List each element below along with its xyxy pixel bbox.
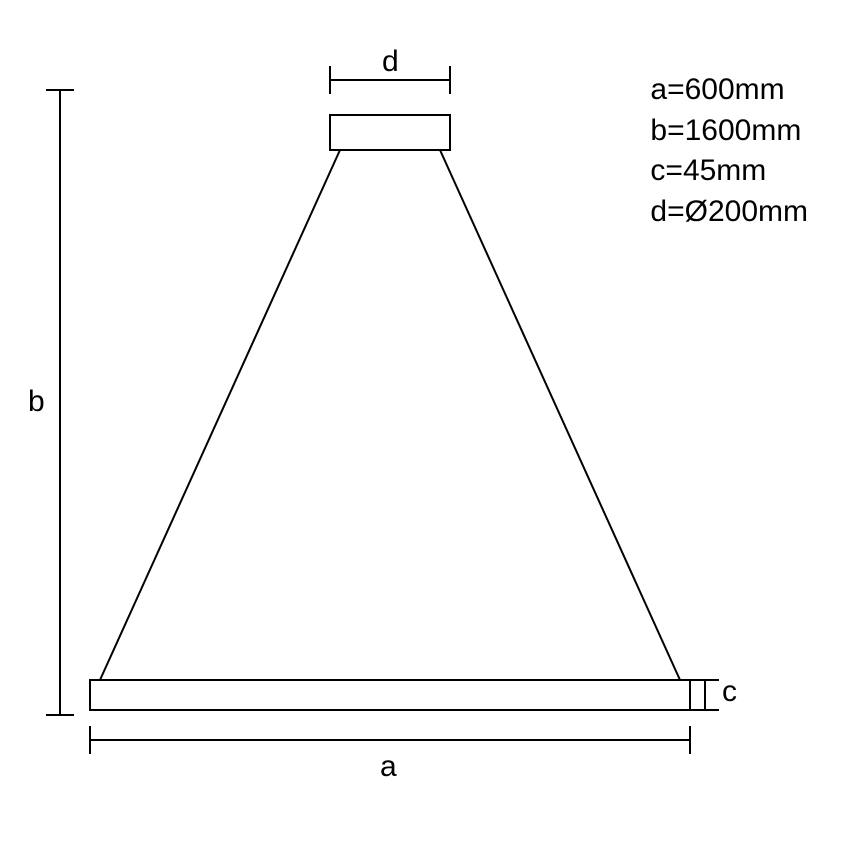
legend-value: 600mm <box>685 73 785 106</box>
legend-row: c=45mm <box>650 151 808 192</box>
legend-value: 1600mm <box>685 114 802 147</box>
label-c: c <box>722 675 737 709</box>
label-a: a <box>380 750 397 784</box>
label-b: b <box>28 385 45 419</box>
diagram-container: b a d c a=600mm b=1600mm c=45mm d=Ø200mm <box>0 0 868 868</box>
legend-key: a= <box>650 70 684 111</box>
legend-row: a=600mm <box>650 70 808 111</box>
legend-key: d= <box>650 192 684 233</box>
legend-row: d=Ø200mm <box>650 192 808 233</box>
legend-row: b=1600mm <box>650 111 808 152</box>
legend-value: Ø200mm <box>685 195 808 228</box>
legend-key: c= <box>650 151 683 192</box>
label-d: d <box>382 45 399 79</box>
legend-key: b= <box>650 111 684 152</box>
legend: a=600mm b=1600mm c=45mm d=Ø200mm <box>650 70 808 232</box>
legend-value: 45mm <box>683 154 766 187</box>
